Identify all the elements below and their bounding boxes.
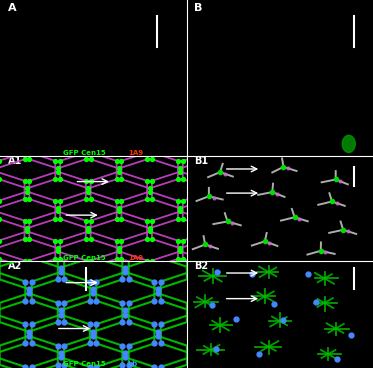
Text: A2: A2 <box>7 261 22 271</box>
Polygon shape <box>183 0 373 161</box>
Text: 1A9: 1A9 <box>129 150 144 156</box>
Text: bb: bb <box>127 361 138 367</box>
Text: B: B <box>194 3 202 13</box>
Polygon shape <box>342 135 355 152</box>
Text: GFP Cen15: GFP Cen15 <box>63 150 105 156</box>
Text: GFP Cen15: GFP Cen15 <box>63 361 105 367</box>
Text: 1A9: 1A9 <box>129 255 144 261</box>
Text: A1: A1 <box>7 156 22 166</box>
Text: GFP Cen15: GFP Cen15 <box>63 255 105 261</box>
Text: B2: B2 <box>194 261 208 271</box>
Text: A: A <box>7 3 16 13</box>
Text: B1: B1 <box>194 156 208 166</box>
Polygon shape <box>0 0 186 169</box>
